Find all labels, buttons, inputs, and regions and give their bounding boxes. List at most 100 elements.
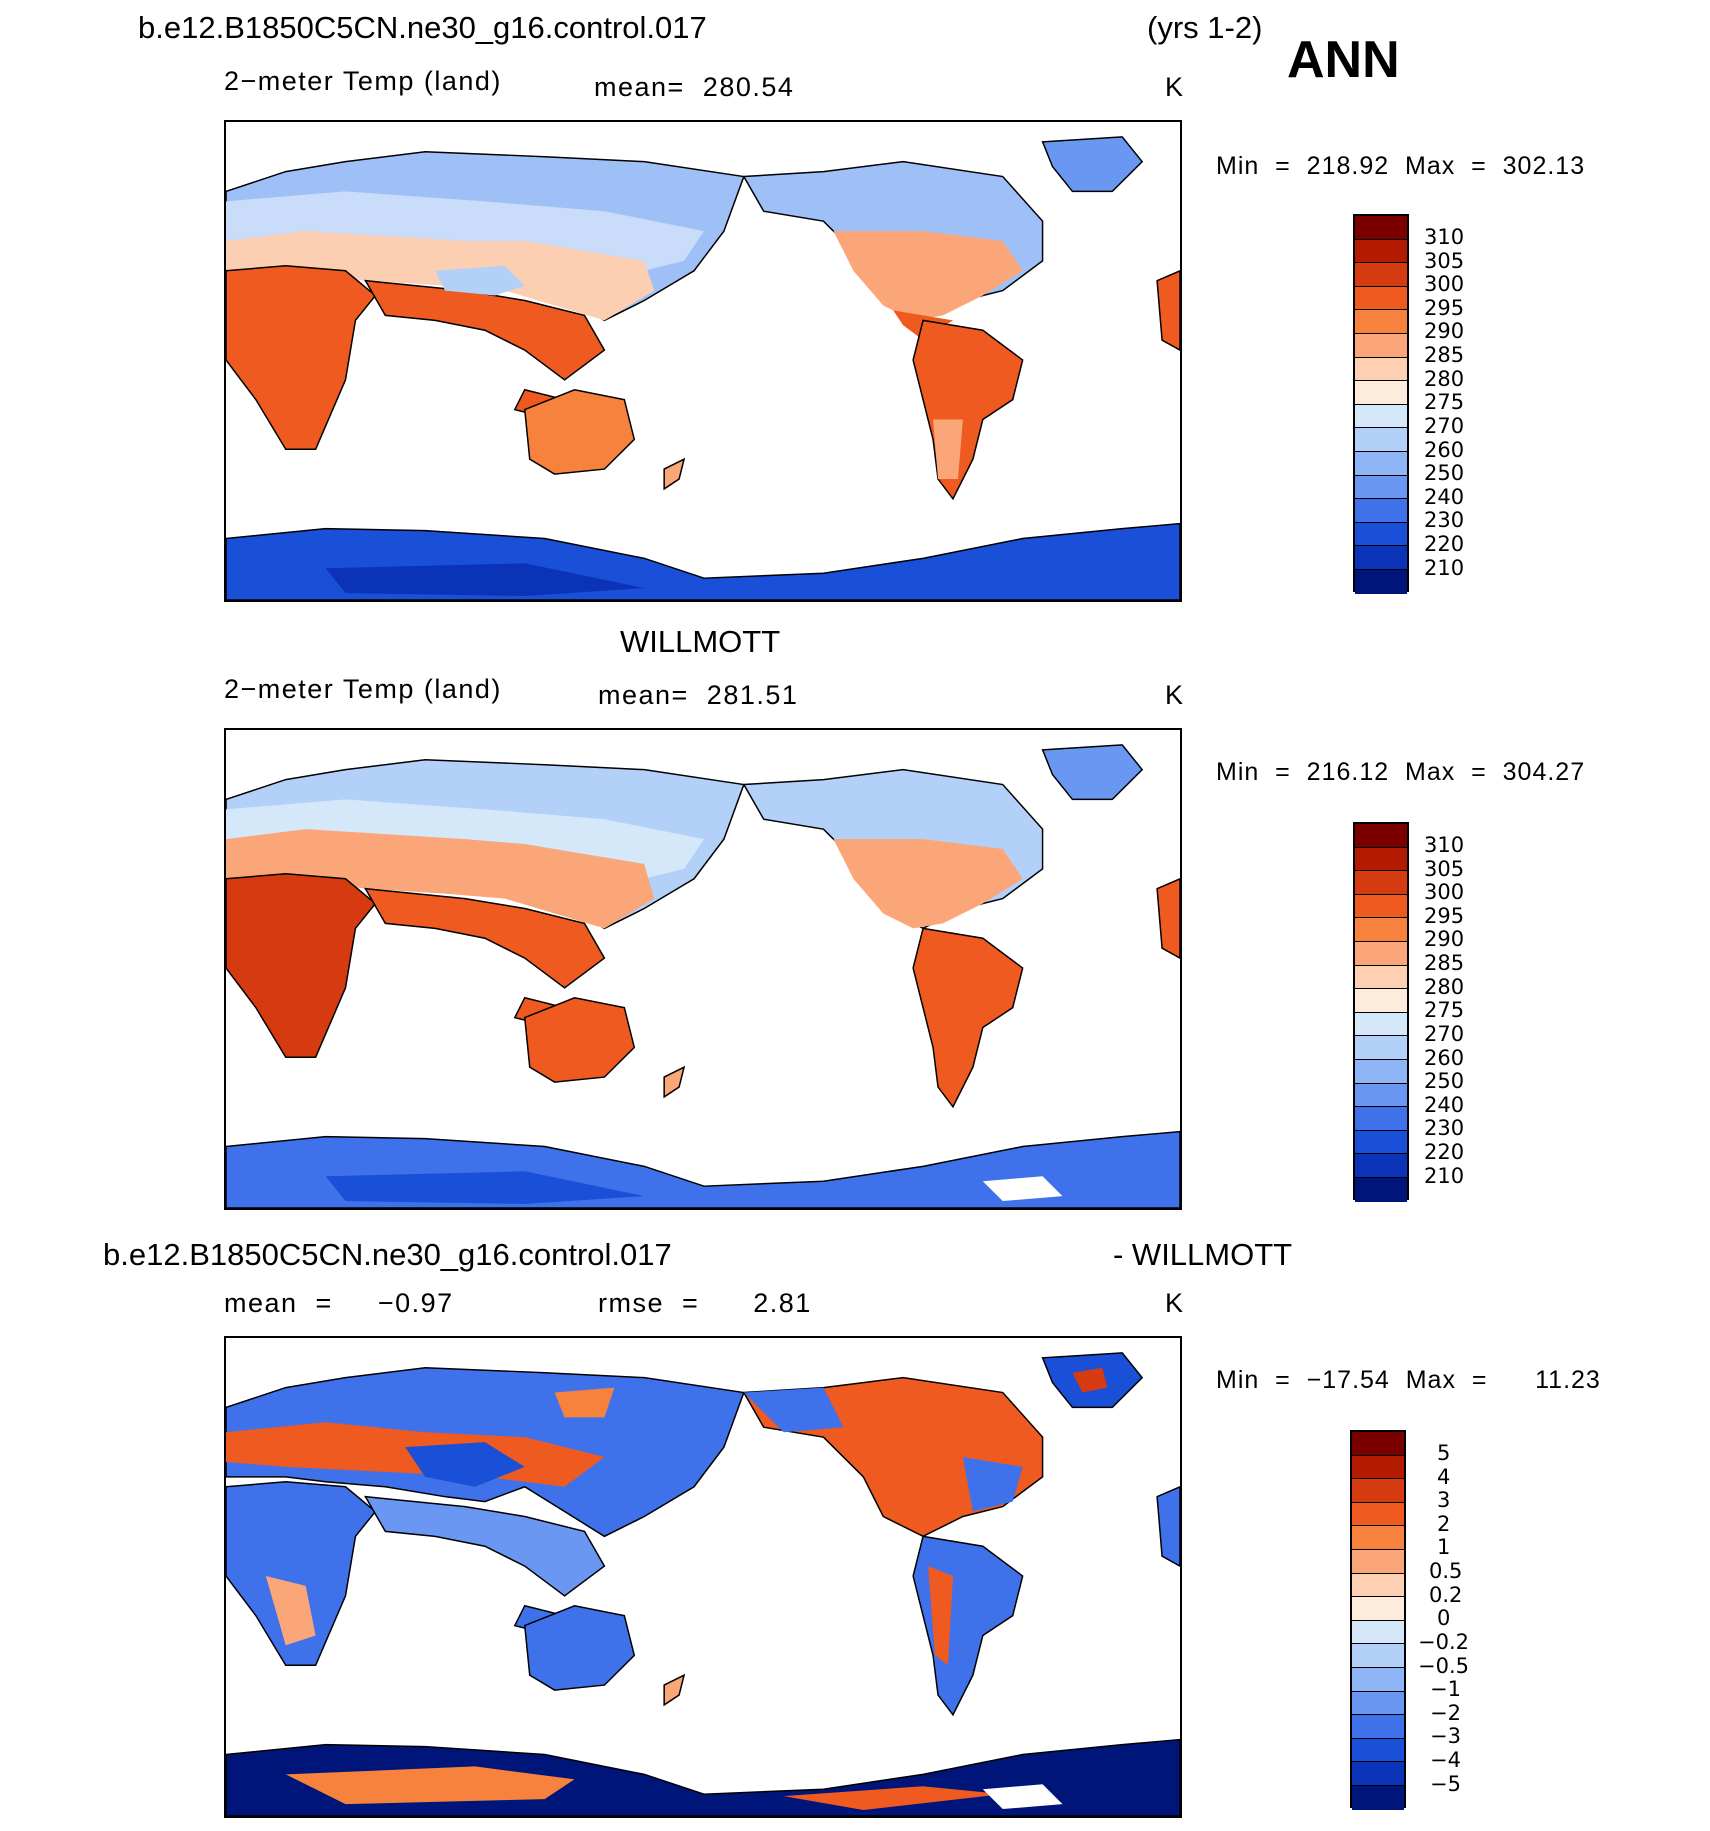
panel1-minmax: Min = 218.92 Max = 302.13 xyxy=(1216,152,1586,180)
panel3-colorbar-swatch xyxy=(1352,1715,1404,1739)
panel1-colorbar-swatch xyxy=(1355,522,1407,547)
colorbar-label: 295 xyxy=(1424,296,1465,320)
panel2-colorbar-swatch xyxy=(1355,942,1407,966)
panel2-colorbar-swatch xyxy=(1355,824,1407,848)
colorbar-label: −0.5 xyxy=(1418,1654,1469,1678)
panel3-colorbar-swatch xyxy=(1352,1526,1404,1550)
panel1-colorbar-swatch xyxy=(1355,334,1407,358)
panel1-colorbar-swatch xyxy=(1355,404,1407,429)
panel3-colorbar-swatch xyxy=(1352,1620,1404,1645)
panel1-colorbar-swatch xyxy=(1355,216,1407,240)
colorbar-label: 220 xyxy=(1424,532,1465,556)
panel1-variable-label: 2−meter Temp (land) xyxy=(224,66,502,96)
colorbar-label: 290 xyxy=(1424,319,1465,343)
colorbar-label: 0.2 xyxy=(1429,1583,1463,1607)
colorbar-label: −0.2 xyxy=(1418,1630,1469,1654)
panel3-colorbar xyxy=(1350,1430,1406,1810)
colorbar-label: 2 xyxy=(1437,1512,1451,1536)
panel2-variable-label: 2−meter Temp (land) xyxy=(224,674,502,704)
panel3-colorbar-swatch xyxy=(1352,1432,1404,1456)
panel2-colorbar-swatch xyxy=(1355,1130,1407,1155)
panel2-colorbar-swatch xyxy=(1355,894,1407,919)
panel2-colorbar-swatch xyxy=(1355,871,1407,895)
panel1-units: K xyxy=(1165,72,1185,102)
colorbar-label: 280 xyxy=(1424,367,1465,391)
colorbar-label: 240 xyxy=(1424,485,1465,509)
panel1-colorbar-swatch xyxy=(1355,286,1407,311)
panel2-minmax: Min = 216.12 Max = 304.27 xyxy=(1216,758,1586,786)
colorbar-label: −5 xyxy=(1430,1772,1461,1796)
panel1-colorbar-swatch xyxy=(1355,357,1407,382)
panel2-colorbar-swatch xyxy=(1355,847,1407,872)
panel3-colorbar-swatch xyxy=(1352,1502,1404,1527)
panel3-colorbar-swatch xyxy=(1352,1573,1404,1598)
panel2-colorbar-swatch xyxy=(1355,965,1407,990)
panel1-colorbar-swatch xyxy=(1355,452,1407,476)
panel2-title: WILLMOTT xyxy=(620,624,781,659)
panel1-colorbar-swatch xyxy=(1355,499,1407,523)
panel3-mean-label: mean = −0.97 xyxy=(224,1288,454,1318)
years-label: (yrs 1-2) xyxy=(1147,10,1263,45)
colorbar-label: −1 xyxy=(1430,1677,1461,1701)
panel2-colorbar-swatch xyxy=(1355,1107,1407,1131)
colorbar-label: 285 xyxy=(1424,343,1465,367)
colorbar-label: 4 xyxy=(1437,1465,1451,1489)
panel3-colorbar-swatch xyxy=(1352,1762,1404,1786)
panel2-colorbar-swatch xyxy=(1355,1178,1407,1202)
colorbar-label: 305 xyxy=(1424,857,1465,881)
season-label: ANN xyxy=(1287,31,1400,89)
panel1-map xyxy=(224,120,1182,602)
panel3-colorbar-swatch xyxy=(1352,1455,1404,1480)
colorbar-label: 0 xyxy=(1437,1606,1451,1630)
panel3-colorbar-swatch xyxy=(1352,1550,1404,1574)
colorbar-label: 0.5 xyxy=(1429,1559,1463,1583)
panel2-colorbar xyxy=(1353,822,1409,1202)
panel1-mean-label: mean= 280.54 xyxy=(594,72,795,102)
colorbar-label: 210 xyxy=(1424,1164,1465,1188)
panel2-colorbar-swatch xyxy=(1355,1154,1407,1178)
panel2-mean-label: mean= 281.51 xyxy=(598,680,799,710)
panel3-units: K xyxy=(1165,1288,1185,1318)
panel3-title-left: b.e12.B1850C5CN.ne30_g16.control.017 xyxy=(103,1237,672,1272)
colorbar-label: 295 xyxy=(1424,904,1465,928)
colorbar-label: 230 xyxy=(1424,1116,1465,1140)
colorbar-label: 1 xyxy=(1437,1535,1451,1559)
panel3-colorbar-swatch xyxy=(1352,1786,1404,1810)
colorbar-label: 275 xyxy=(1424,390,1465,414)
panel1-colorbar-swatch xyxy=(1355,546,1407,570)
panel1-colorbar-swatch xyxy=(1355,239,1407,264)
colorbar-label: −3 xyxy=(1430,1724,1461,1748)
panel3-colorbar-swatch xyxy=(1352,1644,1404,1668)
panel2-colorbar-swatch xyxy=(1355,1036,1407,1060)
panel2-colorbar-swatch xyxy=(1355,1083,1407,1108)
panel3-minmax: Min = −17.54 Max = 11.23 xyxy=(1216,1366,1601,1394)
colorbar-label: 250 xyxy=(1424,1069,1465,1093)
colorbar-label: 5 xyxy=(1437,1441,1451,1465)
colorbar-label: 3 xyxy=(1437,1488,1451,1512)
colorbar-label: 300 xyxy=(1424,272,1465,296)
panel3-map xyxy=(224,1336,1182,1818)
panel3-title-right: - WILLMOTT xyxy=(1113,1237,1293,1272)
colorbar-label: 260 xyxy=(1424,438,1465,462)
colorbar-label: −2 xyxy=(1430,1701,1461,1725)
colorbar-label: 250 xyxy=(1424,461,1465,485)
colorbar-label: −4 xyxy=(1430,1748,1461,1772)
colorbar-label: 285 xyxy=(1424,951,1465,975)
panel3-colorbar-swatch xyxy=(1352,1597,1404,1621)
panel3-colorbar-swatch xyxy=(1352,1668,1404,1692)
panel2-colorbar-swatch xyxy=(1355,989,1407,1013)
colorbar-label: 240 xyxy=(1424,1093,1465,1117)
colorbar-label: 310 xyxy=(1424,225,1465,249)
panel1-colorbar-swatch xyxy=(1355,475,1407,500)
panel1-colorbar-swatch xyxy=(1355,570,1407,594)
colorbar-label: 305 xyxy=(1424,249,1465,273)
case-title: b.e12.B1850C5CN.ne30_g16.control.017 xyxy=(138,10,707,45)
colorbar-label: 300 xyxy=(1424,880,1465,904)
panel3-colorbar-swatch xyxy=(1352,1738,1404,1763)
colorbar-label: 310 xyxy=(1424,833,1465,857)
colorbar-label: 270 xyxy=(1424,1022,1465,1046)
panel1-colorbar xyxy=(1353,214,1409,594)
colorbar-label: 290 xyxy=(1424,927,1465,951)
colorbar-label: 270 xyxy=(1424,414,1465,438)
panel2-colorbar-swatch xyxy=(1355,1012,1407,1037)
